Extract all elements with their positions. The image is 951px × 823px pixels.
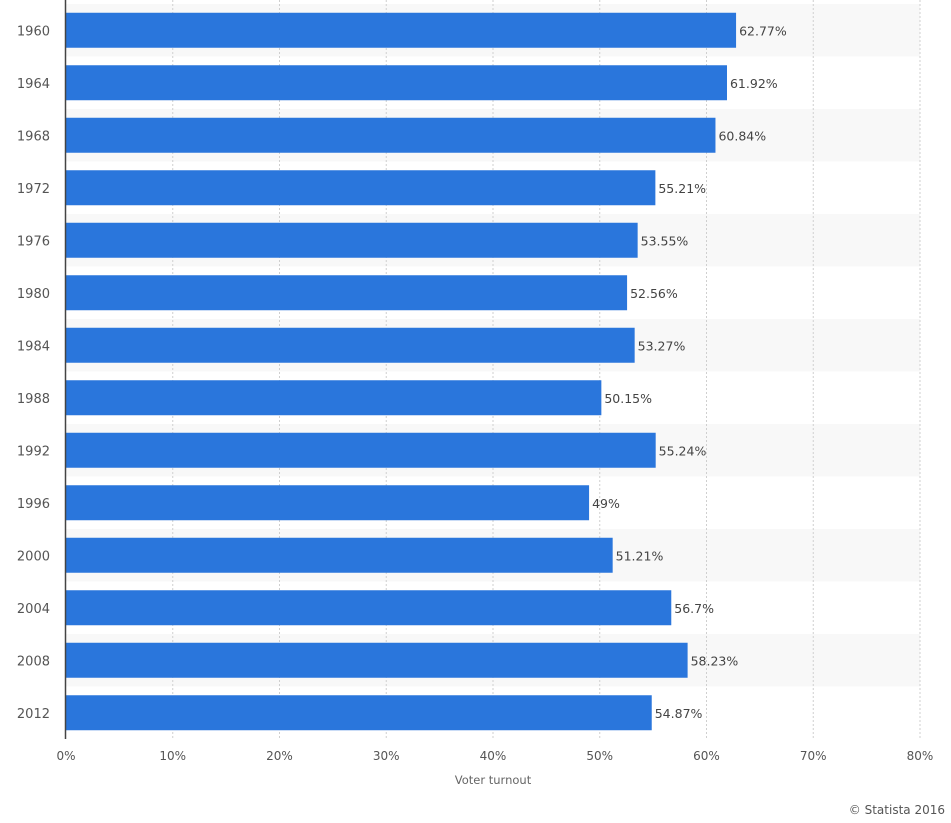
data-label: 60.84% [718,128,766,143]
data-label: 55.21% [658,181,706,196]
x-tick-label: 80% [907,749,934,763]
data-label: 55.24% [659,443,707,458]
y-tick-label: 1960 [17,24,50,39]
bar-1980 [66,275,628,311]
y-tick-label: 1976 [17,234,50,249]
x-tick-label: 40% [480,749,507,763]
y-tick-label: 1968 [17,129,50,144]
y-tick-label: 2012 [17,707,50,722]
bar-1960 [66,12,737,48]
y-tick-label: 1992 [17,444,50,459]
data-label: 58.23% [691,653,739,668]
x-tick-label: 20% [266,749,293,763]
data-label: 62.77% [739,23,787,38]
y-tick-label: 1988 [17,392,50,407]
x-axis-title: Voter turnout [455,773,532,787]
x-tick-label: 60% [693,749,720,763]
copyright-credit[interactable]: © Statista 2016 [848,803,945,817]
bar-1984 [66,327,635,363]
bar-1976 [66,222,638,258]
bar-1972 [66,170,656,206]
bar-1992 [66,432,656,468]
bar-chart: 0% 10% 20% 30% 40% 50% 60% 70% 80% 1960 62.77% 1964… [17,0,934,787]
data-label: 49% [592,496,620,511]
y-tick-label: 1972 [17,182,50,197]
data-label: 61.92% [730,76,778,91]
y-tick-label: 2004 [17,602,50,617]
x-tick-label: 10% [159,749,186,763]
data-label: 51.21% [616,548,664,563]
data-label: 52.56% [630,286,678,301]
data-label: 53.55% [641,233,689,248]
y-tick-label: 1996 [17,497,50,512]
data-label: 54.87% [655,706,703,721]
y-tick-label: 2000 [17,549,50,564]
x-tick-label: 0% [56,749,75,763]
x-tick-label: 50% [586,749,613,763]
y-tick-label: 1964 [17,77,50,92]
y-tick-label: 1980 [17,287,50,302]
bar-1964 [66,65,727,101]
y-tick-label: 1984 [17,339,50,354]
bar-1988 [66,380,602,416]
x-tick-label: 70% [800,749,827,763]
bar-1996 [66,485,590,521]
bar-2008 [66,642,688,678]
data-label: 53.27% [638,338,686,353]
data-label: 56.7% [674,601,714,616]
x-tick-label: 30% [373,749,400,763]
bar-2000 [66,537,613,573]
bar-2012 [66,695,652,731]
y-tick-label: 2008 [17,654,50,669]
data-label: 50.15% [604,391,652,406]
bar-1968 [66,117,716,153]
bar-2004 [66,590,672,626]
